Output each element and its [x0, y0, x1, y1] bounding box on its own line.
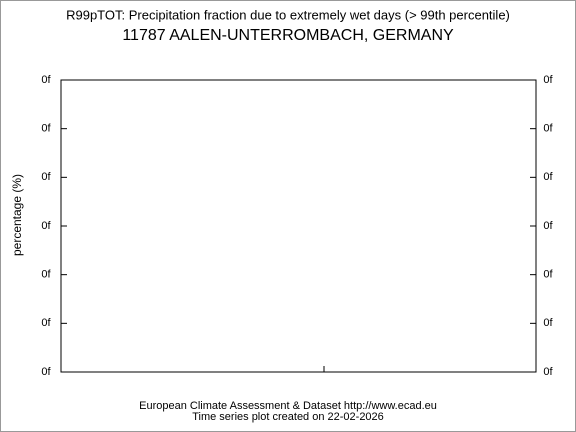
y-axis-label: percentage (%) [10, 174, 24, 256]
y-tick-label: 0f [41, 366, 51, 378]
chart-title: R99pTOT: Precipitation fraction due to e… [66, 7, 510, 22]
y-tick-label: 0f [41, 220, 51, 232]
y-tick-label: 0f [41, 317, 51, 329]
y-tick-label: 0f [41, 74, 51, 86]
chart-subtitle: 11787 AALEN-UNTERROMBACH, GERMANY [122, 27, 454, 44]
y-tick-label-right: 0f [543, 269, 553, 281]
y-tick-label: 0f [41, 269, 51, 281]
y-tick-label-right: 0f [543, 366, 553, 378]
y-tick-label: 0f [41, 171, 51, 183]
footer: Time series plot created on 22-02-2026 [192, 411, 384, 423]
y-tick-label-right: 0f [543, 317, 553, 329]
y-tick-label-right: 0f [543, 220, 553, 232]
y-tick-label-right: 0f [543, 74, 553, 86]
footer: European Climate Assessment & Dataset ht… [139, 400, 437, 412]
y-tick-label: 0f [41, 123, 51, 135]
y-tick-label-right: 0f [543, 123, 553, 135]
y-tick-label-right: 0f [543, 171, 553, 183]
